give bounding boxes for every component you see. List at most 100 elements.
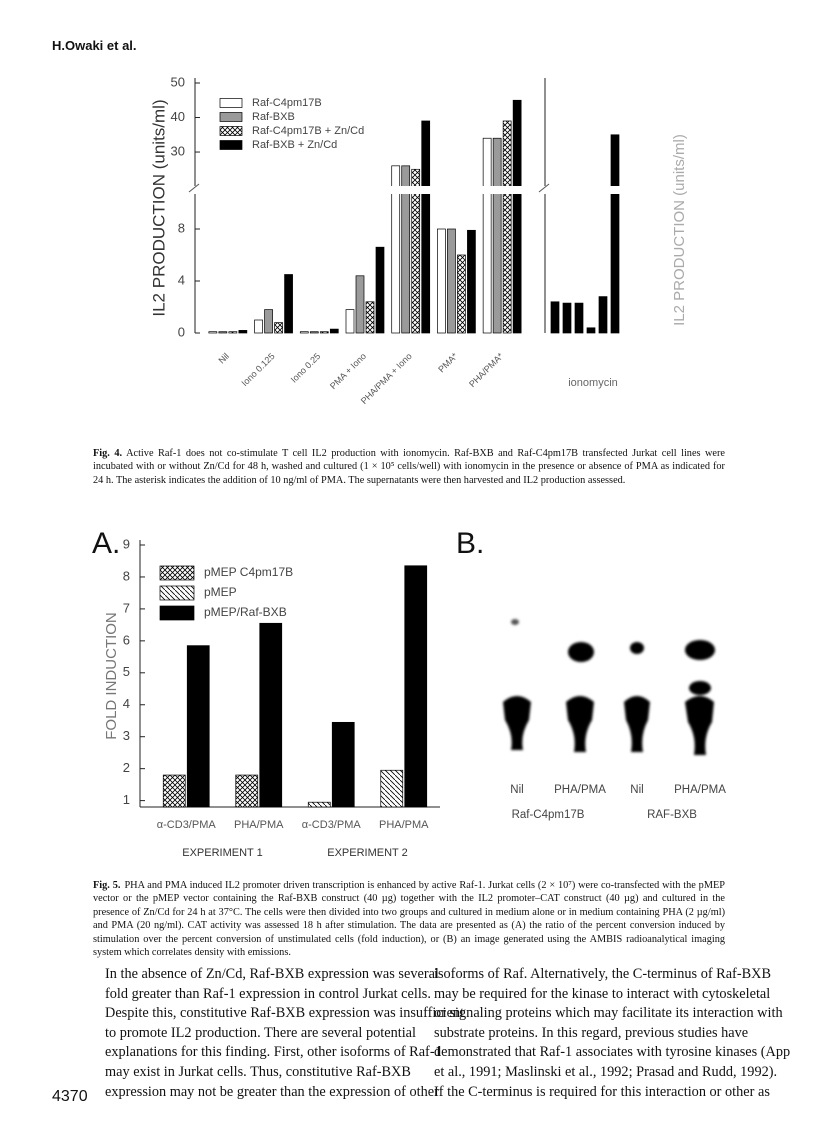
y-axis-label: FOLD INDUCTION bbox=[103, 612, 120, 740]
bar bbox=[421, 120, 431, 334]
group-label: EXPERIMENT 2 bbox=[327, 847, 408, 859]
bar bbox=[467, 229, 476, 334]
bar bbox=[238, 330, 248, 334]
bar bbox=[437, 228, 446, 334]
text-line: If the C-terminus is required for this i… bbox=[434, 1083, 770, 1100]
axis-break bbox=[192, 186, 532, 194]
bar bbox=[274, 322, 283, 334]
y-tick-label: 3 bbox=[123, 728, 130, 743]
y-tick-label: 1 bbox=[123, 792, 130, 807]
y-tick-label: 40 bbox=[171, 109, 185, 124]
legend-label: pMEP/Raf-BXB bbox=[204, 605, 287, 619]
caption-text: PHA and PMA induced IL2 promoter driven … bbox=[93, 880, 725, 959]
caption-text: Active Raf-1 does not co-stimulate T cel… bbox=[93, 448, 726, 486]
bar bbox=[355, 275, 365, 334]
bar bbox=[375, 246, 385, 334]
panel-label: B. bbox=[456, 527, 484, 560]
lane-label: PHA/PMA bbox=[554, 784, 606, 796]
bar bbox=[512, 99, 522, 334]
text-line: substrate proteins. In this regard, prev… bbox=[434, 1024, 749, 1041]
bar bbox=[228, 331, 238, 334]
x-axis-label: ionomycin bbox=[568, 377, 618, 389]
panel-label: A. bbox=[92, 527, 120, 560]
bar bbox=[218, 331, 228, 334]
x-tick-label: PMA + Iono bbox=[328, 351, 368, 391]
y-tick-label: 50 bbox=[171, 74, 185, 89]
legend-swatch bbox=[159, 565, 195, 581]
y-tick-label: 4 bbox=[123, 696, 130, 711]
y-tick-label: 8 bbox=[178, 220, 185, 235]
legend-swatch bbox=[219, 112, 243, 122]
blot-image bbox=[503, 619, 715, 755]
text-line: expression may not be greater than the e… bbox=[105, 1083, 439, 1100]
bar bbox=[284, 274, 293, 334]
x-tick-label: Iono 0.125 bbox=[240, 351, 277, 388]
caption: Fig. 4. Active Raf-1 does not co-stimulat… bbox=[93, 447, 725, 487]
bar bbox=[411, 168, 421, 334]
text-line: may be required for the kinase to intera… bbox=[434, 985, 771, 1002]
bar bbox=[586, 327, 596, 334]
y-tick-label: 8 bbox=[123, 568, 130, 583]
bar bbox=[404, 565, 428, 808]
legend-swatch bbox=[219, 98, 243, 108]
bar bbox=[162, 774, 186, 808]
bar bbox=[502, 120, 512, 334]
bar bbox=[264, 309, 273, 334]
legend-swatch bbox=[159, 605, 195, 621]
bar bbox=[447, 228, 456, 334]
legend-label: Raf-BXB bbox=[252, 111, 295, 123]
x-tick-label: Nil bbox=[216, 351, 230, 365]
bar bbox=[562, 302, 572, 334]
bar bbox=[235, 774, 259, 808]
bar bbox=[391, 165, 401, 334]
bar bbox=[319, 331, 329, 334]
running-head: H.Owaki et al. bbox=[52, 38, 137, 53]
legend-label: pMEP C4pm17B bbox=[204, 565, 293, 579]
lane-label: Nil bbox=[510, 784, 523, 796]
bar bbox=[309, 331, 319, 334]
y-axis-label: IL2 PRODUCTION (units/ml) bbox=[671, 134, 688, 326]
bar bbox=[492, 137, 502, 334]
y-tick-label: 9 bbox=[123, 536, 130, 551]
axis-break bbox=[542, 186, 627, 194]
bar bbox=[329, 328, 339, 334]
lane-label: PHA/PMA bbox=[674, 784, 726, 796]
bar bbox=[208, 331, 218, 334]
bar bbox=[457, 254, 466, 334]
legend-label: Raf-BXB + Zn/Cd bbox=[252, 139, 337, 151]
page-number: 4370 bbox=[52, 1088, 88, 1105]
y-tick-label: 2 bbox=[123, 760, 130, 775]
legend-label: pMEP bbox=[204, 585, 237, 599]
x-tick-label: PHA/PMA bbox=[379, 819, 429, 831]
bar bbox=[598, 296, 608, 334]
text-line: or signaling proteins which may facilita… bbox=[434, 1005, 783, 1022]
legend-label: Raf-C4pm17B bbox=[252, 97, 322, 109]
y-tick-label: 7 bbox=[123, 600, 130, 615]
x-tick-label: Iono 0.25 bbox=[289, 351, 323, 385]
text-line: et al., 1991; Maslinski et al., 1992; Pr… bbox=[434, 1063, 778, 1080]
x-tick-label: PHA/PMA* bbox=[467, 351, 506, 390]
x-tick-label: α-CD3/PMA bbox=[157, 819, 217, 831]
y-tick-label: 6 bbox=[123, 632, 130, 647]
bar bbox=[254, 319, 263, 334]
body-column: In the absence of Zn/Cd, Raf-BXB express… bbox=[105, 966, 464, 1103]
text-line: may exist in Jurkat cells. Thus, constit… bbox=[105, 1063, 411, 1080]
bar bbox=[345, 309, 355, 334]
y-tick-label: 30 bbox=[171, 143, 185, 158]
caption-label: Fig. 4. bbox=[93, 448, 123, 459]
text-line: fold greater than Raf-1 expression in co… bbox=[105, 985, 431, 1002]
bar bbox=[401, 165, 411, 334]
body-column: isoforms of Raf. Alternatively, the C-te… bbox=[434, 966, 790, 1103]
bar bbox=[610, 134, 620, 334]
x-tick-label: PMA* bbox=[436, 351, 460, 375]
bar bbox=[574, 302, 584, 334]
bar bbox=[299, 331, 309, 334]
bar bbox=[365, 301, 375, 334]
y-axis-label: IL2 PRODUCTION (units/ml) bbox=[149, 99, 168, 316]
legend-label: Raf-C4pm17B + Zn/Cd bbox=[252, 125, 364, 137]
lane-group-label: Raf-C4pm17B bbox=[512, 809, 585, 821]
caption: Fig. 5. PHA and PMA induced IL2 promoter … bbox=[93, 879, 725, 959]
break-mark bbox=[188, 183, 200, 193]
text-line: In the absence of Zn/Cd, Raf-BXB express… bbox=[105, 966, 439, 982]
